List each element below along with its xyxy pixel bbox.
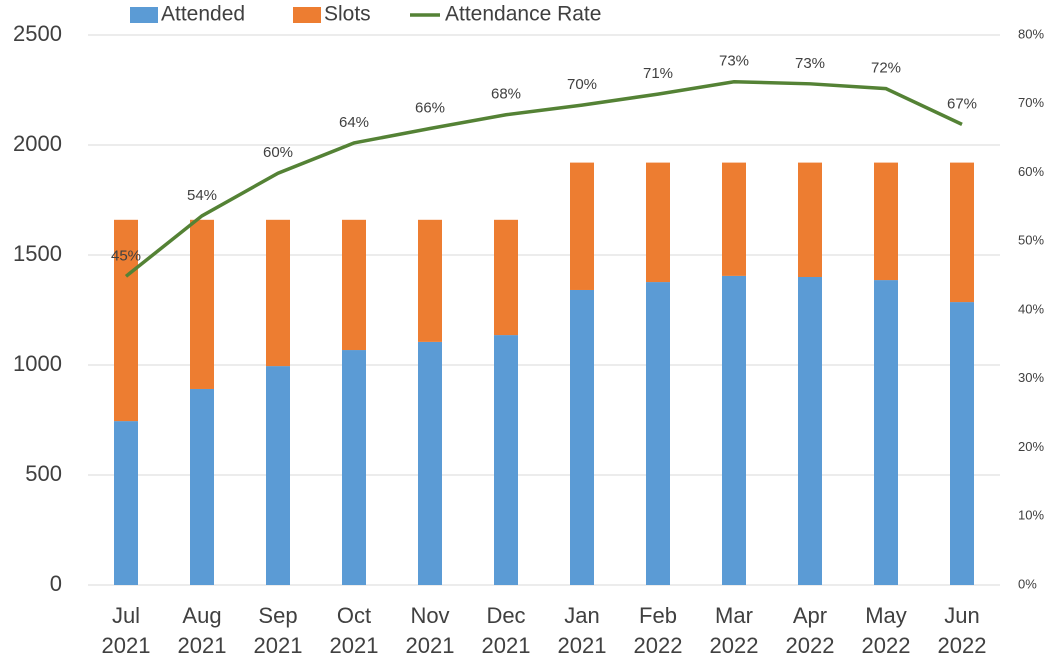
bar — [494, 219, 518, 336]
x-tick-label-line: 2021 — [330, 633, 379, 658]
data-label: 66% — [415, 99, 445, 116]
y-tick-label: 500 — [25, 461, 62, 486]
x-tick-label-line: 2022 — [938, 633, 987, 658]
y-tick-label: 0 — [50, 571, 62, 596]
x-tick-label-line: 2021 — [102, 633, 151, 658]
data-label: 73% — [719, 53, 749, 70]
x-tick-label: May 2022 — [862, 603, 911, 658]
x-tick-label-line: Mar — [715, 603, 753, 628]
bar — [570, 289, 594, 585]
x-tick-label: Jun 2022 — [938, 603, 987, 658]
x-tick-label-line: Jul — [112, 603, 140, 628]
bar — [190, 388, 214, 585]
data-label: 67% — [947, 95, 977, 112]
y2-tick-label: 70% — [1018, 95, 1044, 110]
data-label: 45% — [111, 247, 141, 264]
x-tick-label-line: May — [865, 603, 907, 628]
bar — [950, 302, 974, 585]
y-tick-label: 1500 — [13, 241, 62, 266]
x-tick-label: Jul 2021 — [102, 603, 151, 658]
legend-label: Attendance Rate — [445, 3, 601, 26]
x-tick-label-line: 2021 — [406, 633, 455, 658]
bar — [950, 162, 974, 303]
x-tick-label-line: Apr — [793, 603, 827, 628]
y2-tick-label: 60% — [1018, 164, 1044, 179]
data-label: 54% — [187, 187, 217, 204]
legend-swatch — [130, 7, 158, 23]
bar — [418, 219, 442, 342]
line — [124, 79, 963, 278]
bar — [190, 219, 214, 389]
bar — [418, 341, 442, 585]
x-tick-label-line: Jan — [564, 603, 599, 628]
y2-tick-label: 20% — [1018, 439, 1044, 454]
y2-tick-label: 80% — [1018, 26, 1044, 41]
bar — [114, 219, 138, 422]
data-label: 70% — [567, 76, 597, 93]
bar — [266, 366, 290, 585]
x-tick-label-line: Sep — [258, 603, 297, 628]
x-tick-label-line: 2021 — [558, 633, 607, 658]
y2-tick-label: 50% — [1018, 233, 1044, 248]
legend-label: Slots — [324, 3, 371, 26]
x-tick-label: Aug 2021 — [178, 603, 227, 658]
data-label: 68% — [491, 86, 521, 103]
x-tick-label-line: Oct — [337, 603, 371, 628]
legend-swatch — [293, 7, 321, 23]
y-tick-label: 2000 — [13, 131, 62, 156]
bar — [342, 350, 366, 585]
x-tick-label: Feb 2022 — [634, 603, 683, 658]
data-label: 60% — [263, 144, 293, 161]
x-tick-label: Mar 2022 — [710, 603, 759, 658]
x-tick-label-line: 2022 — [710, 633, 759, 658]
y2-tick-label: 40% — [1018, 301, 1044, 316]
x-tick-label: Nov 2021 — [406, 603, 455, 658]
x-tick-label-line: Dec — [486, 603, 525, 628]
x-tick-label-line: Jun — [944, 603, 979, 628]
y2-tick-label: 0% — [1018, 576, 1037, 591]
x-tick-label: Oct 2021 — [330, 603, 379, 658]
x-tick-label-line: 2021 — [254, 633, 303, 658]
x-tick-label-line: 2021 — [178, 633, 227, 658]
bar — [494, 335, 518, 585]
y-tick-label: 1000 — [13, 351, 62, 376]
y-tick-label: 2500 — [13, 21, 62, 46]
x-tick-label-line: 2021 — [482, 633, 531, 658]
bar — [798, 162, 822, 277]
x-tick-label: Sep 2021 — [254, 603, 303, 658]
bar — [874, 162, 898, 281]
x-tick-label: Apr 2022 — [786, 603, 835, 658]
bar — [646, 282, 670, 585]
bar — [266, 219, 290, 367]
bar — [342, 219, 366, 351]
bar — [722, 275, 746, 585]
x-tick-label-line: Nov — [410, 603, 449, 628]
data-label: 72% — [871, 60, 901, 77]
x-tick-label-line: 2022 — [634, 633, 683, 658]
y2-tick-label: 10% — [1018, 508, 1044, 523]
legend-label: Attended — [161, 3, 245, 26]
y2-tick-label: 30% — [1018, 370, 1044, 385]
bar — [798, 277, 822, 585]
bar — [114, 421, 138, 585]
bar — [570, 162, 594, 290]
data-label: 71% — [643, 65, 673, 82]
x-tick-label-line: 2022 — [862, 633, 911, 658]
x-tick-label: Dec 2021 — [482, 603, 531, 658]
bar — [646, 162, 670, 283]
data-label: 73% — [795, 55, 825, 72]
bar — [874, 280, 898, 585]
x-tick-label-line: Aug — [182, 603, 221, 628]
bar — [722, 162, 746, 276]
x-tick-label-line: Feb — [639, 603, 677, 628]
x-tick-label: Jan 2021 — [558, 603, 607, 658]
data-label: 64% — [339, 114, 369, 131]
x-tick-label-line: 2022 — [786, 633, 835, 658]
